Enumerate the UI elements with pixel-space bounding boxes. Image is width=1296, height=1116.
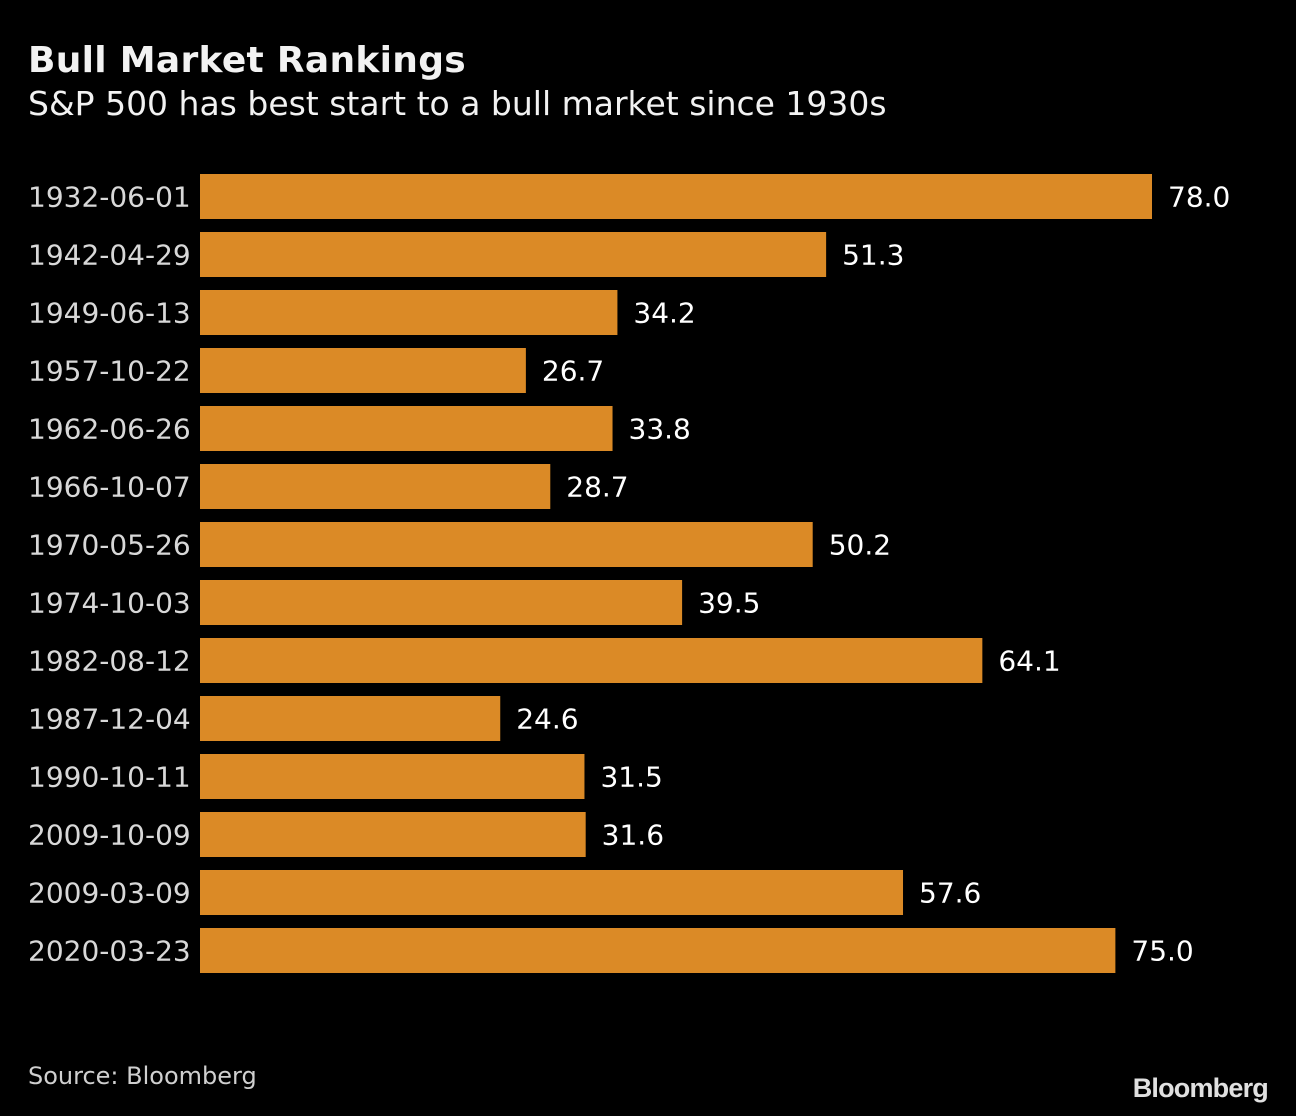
category-label: 1962-06-26: [28, 413, 191, 446]
value-label: 31.6: [602, 819, 664, 852]
value-label: 51.3: [842, 239, 904, 272]
value-label: 75.0: [1131, 935, 1193, 968]
category-label: 1957-10-22: [28, 355, 191, 388]
bar: [200, 754, 585, 799]
category-label: 1990-10-11: [28, 761, 191, 794]
bar: [200, 290, 618, 335]
bar: [200, 406, 613, 451]
bar: [200, 696, 501, 741]
bar: [200, 522, 813, 567]
category-label: 1932-06-01: [28, 181, 191, 214]
category-label: 1982-08-12: [28, 645, 191, 678]
category-label: 2020-03-23: [28, 935, 191, 968]
value-label: 33.8: [629, 413, 691, 446]
value-label: 31.5: [600, 761, 662, 794]
category-label: 1974-10-03: [28, 587, 191, 620]
bar: [200, 232, 827, 277]
bar: [200, 812, 586, 857]
value-label: 64.1: [998, 645, 1060, 678]
category-label: 1966-10-07: [28, 471, 191, 504]
value-label: 57.6: [919, 877, 981, 910]
value-label: 28.7: [566, 471, 628, 504]
bar: [200, 174, 1152, 219]
category-label: 2009-03-09: [28, 877, 191, 910]
category-label: 1949-06-13: [28, 297, 191, 330]
value-label: 34.2: [633, 297, 695, 330]
value-label: 50.2: [829, 529, 891, 562]
bar: [200, 464, 551, 509]
value-label: 39.5: [698, 587, 760, 620]
source-note: Source: Bloomberg: [28, 1062, 257, 1090]
chart-subtitle: S&P 500 has best start to a bull market …: [28, 84, 887, 123]
category-label: 1942-04-29: [28, 239, 191, 272]
value-label: 24.6: [516, 703, 578, 736]
category-label: 1970-05-26: [28, 529, 191, 562]
bar: [200, 928, 1116, 973]
value-label: 26.7: [542, 355, 604, 388]
chart-title: Bull Market Rankings: [28, 40, 467, 81]
category-label: 2009-10-09: [28, 819, 191, 852]
bar: [200, 580, 683, 625]
value-label: 78.0: [1168, 181, 1230, 214]
bloomberg-logo: Bloomberg: [1132, 1073, 1269, 1103]
bar: [200, 870, 904, 915]
category-label: 1987-12-04: [28, 703, 191, 736]
bar: [200, 638, 983, 683]
bar: [200, 348, 526, 393]
